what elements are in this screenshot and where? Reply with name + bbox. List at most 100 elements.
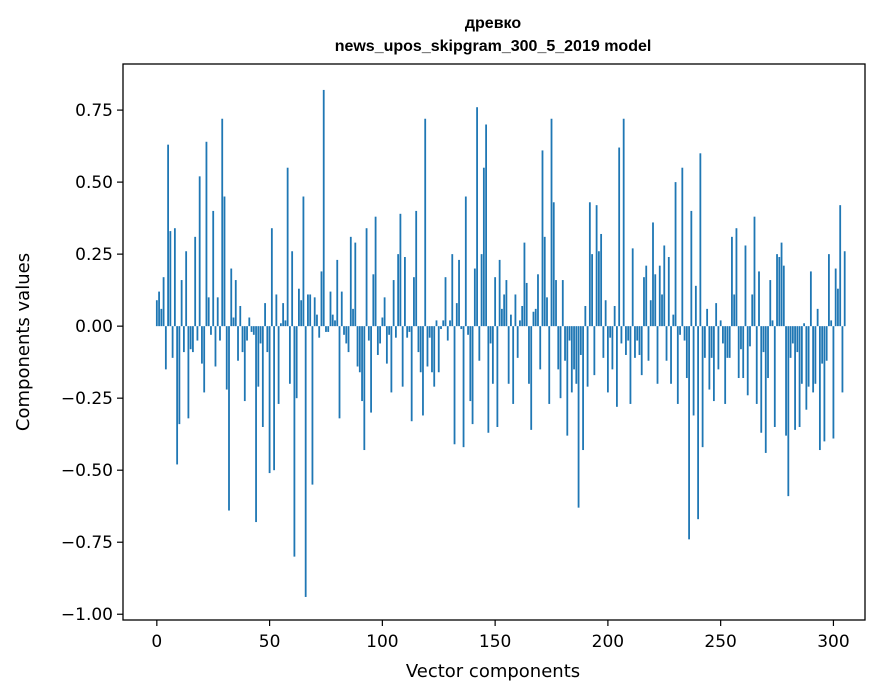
bar [744,245,747,327]
bar [548,326,551,404]
bar [561,280,564,327]
bar [210,326,212,335]
bar [782,265,785,327]
bar [769,280,772,327]
bar [740,326,742,350]
bar [688,326,690,540]
bar [834,268,837,327]
bar [189,326,192,350]
bar [185,251,188,327]
bar [390,326,393,393]
bar [415,210,418,327]
plot-frame [122,63,866,621]
bar [316,314,318,327]
bar [329,291,332,327]
bar [180,280,183,327]
bar [764,326,767,453]
bar [437,326,440,373]
bar [309,294,312,327]
bar [370,326,372,413]
bar [167,144,169,327]
bar [349,236,352,327]
bar [270,228,273,327]
x-tick-label: 150 [479,632,511,652]
bar [489,326,492,344]
bar [712,326,715,402]
y-tick-label: 0.00 [75,317,113,337]
bar [320,271,323,327]
bar [679,326,681,335]
bar [500,308,503,327]
bar [654,274,657,327]
bar [243,326,246,402]
bar [376,326,379,355]
x-axis: 0 50 100 150 200 250 300 [151,620,850,652]
bar [791,326,794,344]
x-tick-label: 50 [259,632,281,652]
bar [300,300,303,327]
bar [250,326,253,332]
bar [606,326,609,393]
bar [658,265,661,327]
bar [196,326,199,341]
bar [431,326,433,373]
bar [683,326,686,341]
bar [780,242,783,327]
bar [325,326,327,332]
bar [422,326,424,416]
bar [751,294,754,327]
bar [354,242,357,327]
bar [446,326,449,341]
bar [557,326,560,370]
bar [336,259,339,327]
bar [620,326,623,344]
bar [697,326,699,520]
bar [800,326,803,384]
bar [259,326,262,344]
x-tick-label: 0 [151,632,162,652]
bar [158,291,160,327]
bar [803,323,805,327]
bar [345,326,348,344]
bar [361,326,363,402]
bar [261,326,264,427]
bar [331,314,334,327]
bar [629,326,632,404]
bar [460,326,463,330]
bar [498,259,501,327]
x-axis-label: Vector components [406,661,580,682]
bar [318,326,321,338]
bar [194,236,197,327]
bar [397,254,400,327]
bar [164,326,167,370]
bar [823,326,826,442]
bar [171,326,174,358]
bar [205,141,208,327]
bar [311,326,314,485]
bar [458,259,460,327]
bar [288,326,291,384]
bar [649,300,652,327]
bar [381,317,384,327]
bar [728,326,731,358]
bar [232,317,235,327]
bar [379,326,381,344]
bar [169,231,172,327]
y-tick-label: −0.25 [61,389,113,409]
bar [257,326,260,387]
bar [482,167,485,327]
bar [388,326,391,335]
bar [667,257,670,327]
bar [525,282,528,327]
bar [473,268,476,327]
bar [228,326,230,511]
bar [597,251,600,327]
bar [491,326,494,384]
bar [467,326,469,335]
bar [622,118,625,327]
bar [307,294,309,327]
bar [631,248,634,327]
bar [652,222,654,327]
bar [733,294,736,327]
bar [706,308,709,327]
